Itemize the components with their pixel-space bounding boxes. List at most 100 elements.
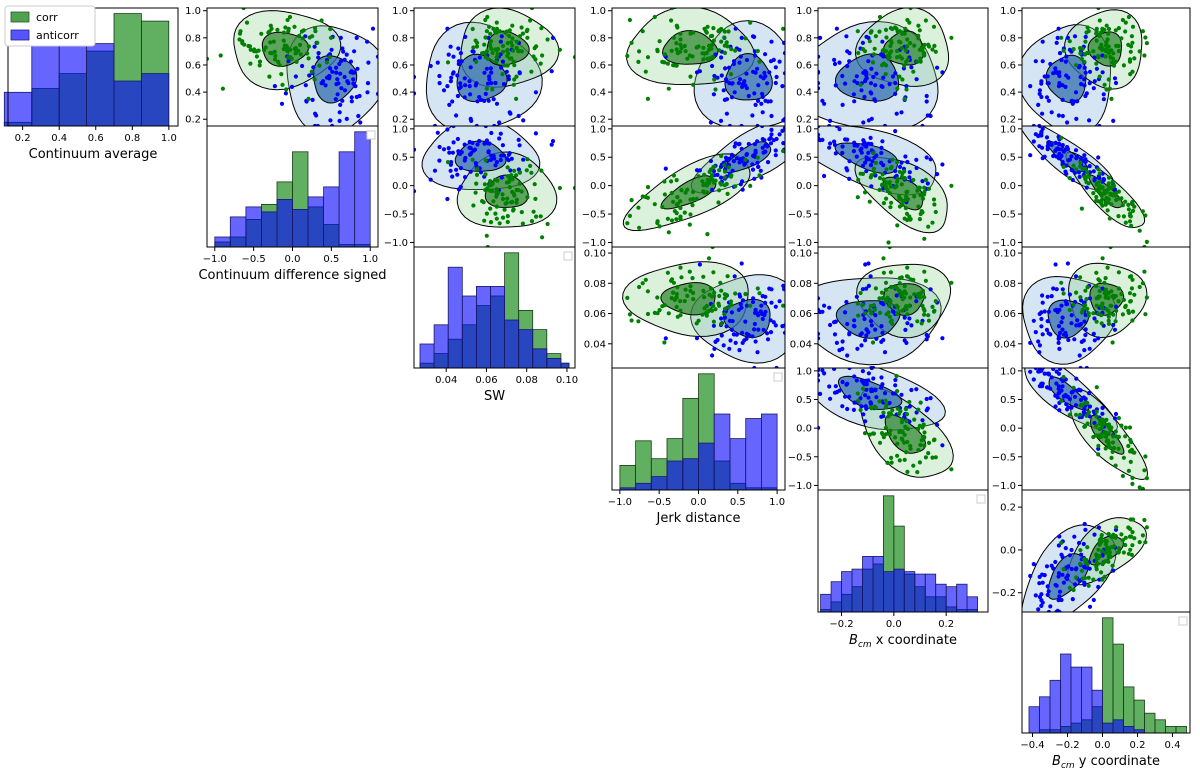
scatter-point-corr bbox=[1059, 135, 1064, 140]
scatter-point-corr bbox=[471, 45, 476, 50]
scatter-point-anticorr bbox=[506, 152, 511, 157]
scatter-point-anticorr bbox=[462, 76, 467, 81]
scatter-point-corr bbox=[662, 303, 668, 308]
scatter-point-anticorr bbox=[342, 88, 348, 93]
scatter-point-corr bbox=[1097, 294, 1102, 299]
scatter-point-anticorr bbox=[760, 110, 765, 115]
scatter-point-corr bbox=[1127, 291, 1133, 296]
scatter-point-anticorr bbox=[458, 81, 463, 86]
scatter-point-corr bbox=[528, 18, 533, 23]
scatter-point-anticorr bbox=[827, 145, 832, 150]
scatter-point-anticorr bbox=[467, 84, 472, 89]
scatter-panel-1-4 bbox=[818, 126, 954, 245]
scatter-point-anticorr bbox=[920, 123, 925, 126]
hist-bar-anticorr bbox=[338, 151, 356, 248]
scatter-point-corr bbox=[1127, 213, 1133, 218]
scatter-point-anticorr bbox=[1092, 316, 1097, 321]
scatter-point-corr bbox=[884, 297, 889, 302]
scatter-point-anticorr bbox=[1060, 327, 1065, 332]
y-tick-label: 1.0 bbox=[796, 124, 812, 135]
scatter-point-corr bbox=[870, 60, 876, 65]
scatter-point-anticorr bbox=[732, 144, 737, 149]
scatter-point-corr bbox=[1085, 421, 1090, 426]
scatter-point-corr bbox=[1100, 417, 1105, 422]
scatter-point-corr bbox=[1099, 535, 1104, 541]
scatter-point-corr bbox=[267, 74, 272, 79]
scatter-point-corr bbox=[899, 420, 905, 425]
hist-bar-corr bbox=[1102, 617, 1114, 734]
scatter-point-corr bbox=[244, 20, 250, 25]
y-tick-label: 1.0 bbox=[392, 6, 408, 17]
scatter-point-anticorr bbox=[508, 168, 513, 173]
scatter-point-anticorr bbox=[868, 401, 874, 406]
scatter-point-anticorr bbox=[316, 55, 321, 60]
scatter-point-anticorr bbox=[341, 49, 346, 54]
scatter-point-corr bbox=[1109, 545, 1114, 550]
scatter-point-corr bbox=[637, 284, 642, 290]
scatter-point-corr bbox=[1144, 239, 1149, 244]
scatter-point-anticorr bbox=[861, 138, 866, 143]
scatter-point-corr bbox=[905, 265, 910, 270]
scatter-point-corr bbox=[1104, 87, 1109, 92]
scatter-point-corr bbox=[903, 48, 909, 53]
scatter-point-corr bbox=[1079, 206, 1084, 211]
scatter-point-anticorr bbox=[762, 312, 767, 318]
hist-bar-anticorr bbox=[229, 216, 247, 248]
scatter-point-anticorr bbox=[719, 333, 724, 338]
scatter-point-corr bbox=[674, 295, 679, 300]
scatter-point-anticorr bbox=[1072, 34, 1078, 39]
scatter-point-anticorr bbox=[724, 324, 729, 329]
scatter-point-corr bbox=[867, 432, 872, 437]
scatter-point-anticorr bbox=[773, 304, 778, 309]
scatter-point-corr bbox=[510, 23, 515, 28]
scatter-point-anticorr bbox=[893, 383, 898, 388]
scatter-point-corr bbox=[1074, 167, 1079, 172]
scatter-point-corr bbox=[625, 221, 630, 226]
scatter-point-corr bbox=[324, 60, 330, 65]
scatter-point-anticorr bbox=[1046, 98, 1051, 103]
scatter-point-corr bbox=[709, 46, 714, 51]
scatter-point-anticorr bbox=[870, 159, 875, 164]
scatter-point-anticorr bbox=[869, 323, 874, 328]
scatter-point-corr bbox=[729, 173, 734, 178]
scatter-point-corr bbox=[643, 277, 648, 282]
scatter-point-anticorr bbox=[484, 66, 489, 71]
scatter-point-corr bbox=[493, 211, 498, 216]
scatter-point-anticorr bbox=[370, 26, 376, 31]
scatter-point-corr bbox=[640, 29, 645, 34]
scatter-point-anticorr bbox=[1064, 402, 1069, 407]
scatter-point-corr bbox=[728, 72, 734, 77]
scatter-point-anticorr bbox=[450, 150, 455, 155]
scatter-point-corr bbox=[1110, 440, 1116, 445]
scatter-point-corr bbox=[1123, 199, 1128, 204]
scatter-point-anticorr bbox=[1060, 315, 1065, 320]
scatter-point-anticorr bbox=[755, 350, 760, 355]
scatter-point-corr bbox=[1100, 577, 1105, 582]
y-tick-label: −0.5 bbox=[582, 210, 606, 221]
scatter-point-anticorr bbox=[289, 84, 295, 89]
scatter-point-corr bbox=[923, 278, 929, 283]
scatter-point-anticorr bbox=[753, 102, 758, 107]
scatter-point-anticorr bbox=[455, 93, 460, 99]
scatter-point-corr bbox=[716, 301, 721, 306]
scatter-point-corr bbox=[1071, 587, 1076, 593]
scatter-point-anticorr bbox=[351, 70, 356, 75]
y-tick-label: 0.06 bbox=[584, 309, 606, 320]
scatter-point-corr bbox=[907, 20, 912, 25]
scatter-point-anticorr bbox=[1060, 384, 1065, 389]
empty-legend-marker bbox=[773, 372, 783, 382]
scatter-point-anticorr bbox=[1075, 318, 1080, 323]
y-tick-label: 0.10 bbox=[584, 249, 606, 260]
scatter-point-anticorr bbox=[1048, 61, 1053, 67]
scatter-point-anticorr bbox=[1056, 571, 1062, 576]
scatter-point-anticorr bbox=[837, 60, 842, 65]
scatter-point-anticorr bbox=[924, 99, 929, 104]
scatter-point-corr bbox=[1106, 77, 1111, 82]
scatter-point-corr bbox=[488, 206, 493, 211]
scatter-point-anticorr bbox=[1051, 368, 1056, 371]
scatter-point-anticorr bbox=[458, 51, 463, 56]
scatter-point-corr bbox=[923, 455, 929, 460]
scatter-point-corr bbox=[949, 35, 954, 40]
panel-frame bbox=[817, 489, 989, 613]
scatter-point-corr bbox=[505, 165, 510, 170]
